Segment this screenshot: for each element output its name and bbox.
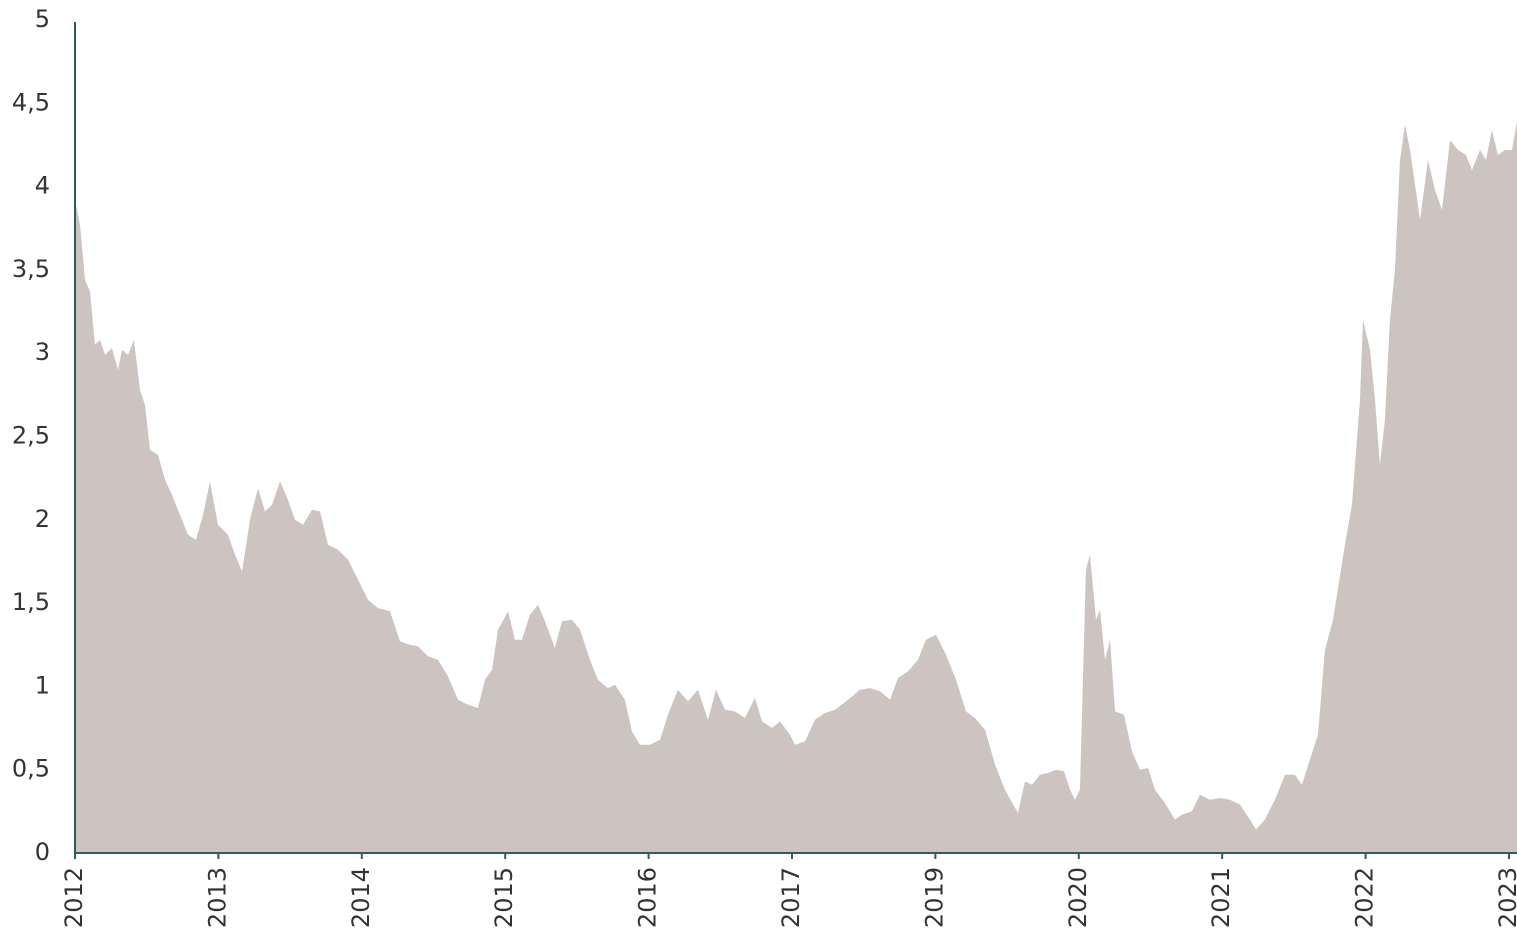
- y-tick-label: 3,5: [12, 255, 50, 283]
- x-tick-label: 2019: [920, 867, 948, 928]
- x-tick-label: 2023: [1494, 867, 1517, 928]
- x-tick-label: 2017: [777, 867, 805, 928]
- x-tick-label: 2021: [1207, 867, 1235, 928]
- y-tick-label: 3: [35, 338, 50, 366]
- y-tick-label: 4: [35, 172, 50, 200]
- x-tick-label: 2014: [347, 867, 375, 928]
- y-tick-label: 2: [35, 505, 50, 533]
- y-tick-label: 1: [35, 671, 50, 699]
- x-tick-label: 2015: [490, 867, 518, 928]
- area: [75, 121, 1517, 854]
- y-tick-label: 2,5: [12, 422, 50, 450]
- x-tick-label: 2022: [1351, 867, 1379, 928]
- x-tick-label: 2012: [60, 867, 88, 928]
- x-tick-label: 2016: [634, 867, 662, 928]
- y-tick-label: 5: [35, 5, 50, 33]
- y-tick-label: 1,5: [12, 588, 50, 616]
- y-tick-label: 0,5: [12, 755, 50, 783]
- x-tick-label: 2020: [1064, 867, 1092, 928]
- y-tick-label: 4,5: [12, 88, 50, 116]
- x-tick-label: 2013: [203, 867, 231, 928]
- y-tick-label: 0: [35, 838, 50, 866]
